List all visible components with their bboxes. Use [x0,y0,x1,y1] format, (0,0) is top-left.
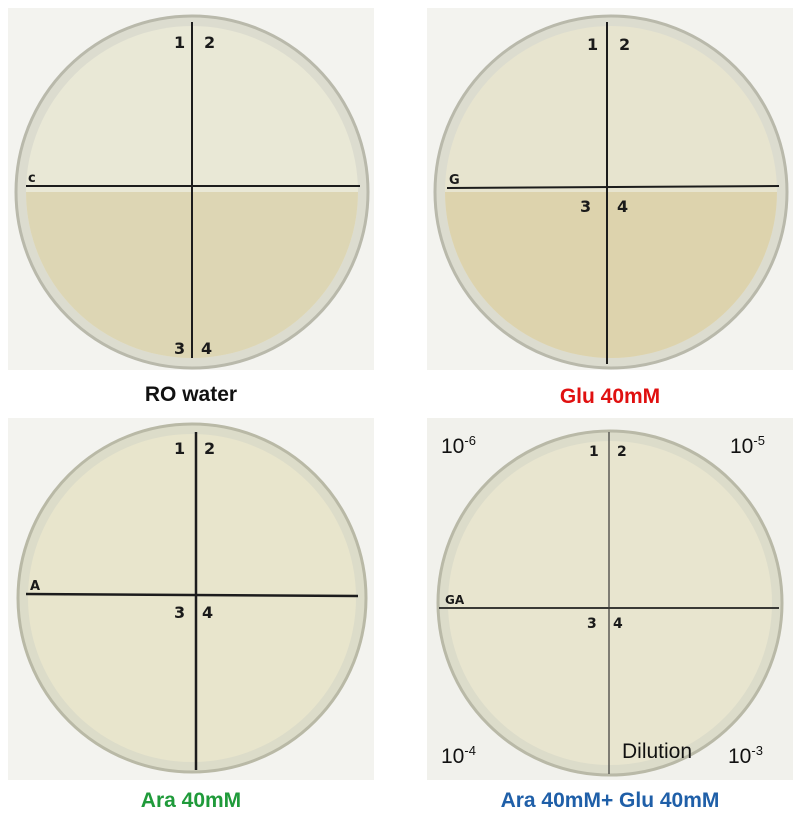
dilution-label-bottom-left: 10-4 [441,743,476,768]
quadrant-label-2: 2 [204,439,215,458]
dilution-label-top-right: 10-5 [730,433,765,458]
dilution-exponent: -5 [753,433,765,448]
plate-photo-ara: 1 2 3 4 A [8,418,374,780]
quadrant-label-3: 3 [174,339,185,358]
quadrant-label-3: 3 [580,197,591,216]
plate-photo-glu: 1 2 3 4 G [427,8,793,370]
quadrant-label-1: 1 [174,33,185,52]
dilution-title: Dilution [622,740,693,763]
dilution-exponent: -4 [464,743,476,758]
dilution-base: 10 [728,745,752,768]
quadrant-label-1: 1 [589,444,599,460]
quadrant-label-2: 2 [204,33,215,52]
dilution-base: 10 [730,435,754,458]
quadrant-label-4: 4 [202,603,213,622]
plate-label: c [28,171,36,186]
quadrant-label-4: 4 [201,339,212,358]
quadrant-label-4: 4 [617,197,628,216]
dilution-label-top-left: 10-6 [441,433,476,458]
plate-photo-ro-water: 1 2 3 4 c [8,8,374,370]
caption-ro-water: RO water [144,383,238,406]
quadrant-label-2: 2 [619,35,630,54]
plate-label: GA [445,593,465,607]
plate-photo-ara-glu: 1 2 3 4 GA 10-6 10-5 10-4 10-3 Dilution [427,418,793,780]
quadrant-label-3: 3 [174,603,185,622]
dilution-label-bottom-right: 10-3 [728,743,763,768]
petri-dish-ara: 1 2 3 4 A [8,418,374,780]
quadrant-label-4: 4 [613,616,623,632]
dilution-exponent: -6 [464,433,476,448]
quadrant-label-3: 3 [587,616,597,632]
quadrant-label-2: 2 [617,444,627,460]
caption-ara: Ara 40mM [140,789,242,812]
quadrant-label-1: 1 [587,35,598,54]
dilution-exponent: -3 [751,743,763,758]
plate-label: G [449,173,460,188]
petri-dish-ara-glu: 1 2 3 4 GA [427,418,793,780]
caption-glu: Glu 40mM [559,385,661,408]
petri-dish-glu: 1 2 3 4 G [427,8,793,370]
plate-label: A [30,579,40,594]
dilution-base: 10 [441,435,465,458]
dilution-base: 10 [441,745,465,768]
petri-dish-ro-water: 1 2 3 4 c [8,8,374,370]
quadrant-label-1: 1 [174,439,185,458]
caption-ara-glu: Ara 40mM+ Glu 40mM [500,789,720,812]
